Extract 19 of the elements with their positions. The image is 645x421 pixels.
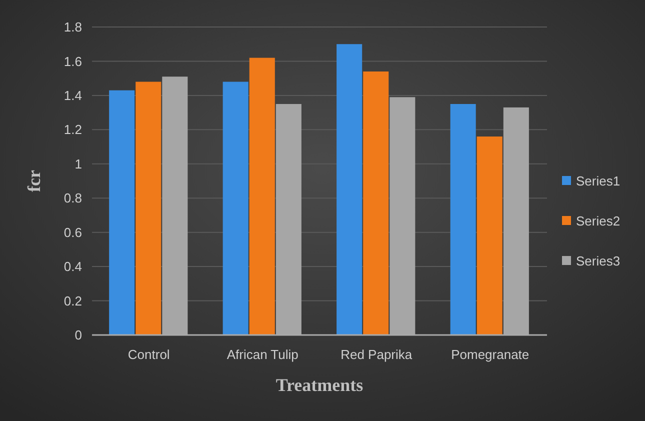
x-tick-label: Red Paprika: [340, 347, 413, 362]
legend-label: Series3: [576, 254, 620, 269]
y-tick-label: 0.4: [64, 259, 82, 274]
x-tick-label: Pomegranate: [451, 347, 530, 362]
y-tick-label: 0.8: [64, 190, 82, 206]
y-tick-label: 0.6: [64, 224, 82, 240]
y-tick-label: 1.2: [64, 122, 82, 138]
y-tick-label: 1.8: [64, 20, 82, 35]
x-tick-label: African Tulip: [226, 347, 298, 362]
x-axis-title: Treatments: [276, 375, 364, 395]
x-tick-label: Control: [128, 347, 170, 362]
legend-label: Series2: [576, 214, 620, 229]
y-tick-label: 1: [74, 156, 82, 172]
y-tick-label: 1.6: [64, 54, 82, 69]
y-tick-label: 1.4: [64, 88, 82, 103]
y-axis-title: fcr: [24, 170, 44, 192]
legend-label: Series1: [576, 174, 620, 189]
y-tick-label: 0: [74, 328, 82, 343]
y-tick-label: 0.2: [64, 293, 82, 308]
